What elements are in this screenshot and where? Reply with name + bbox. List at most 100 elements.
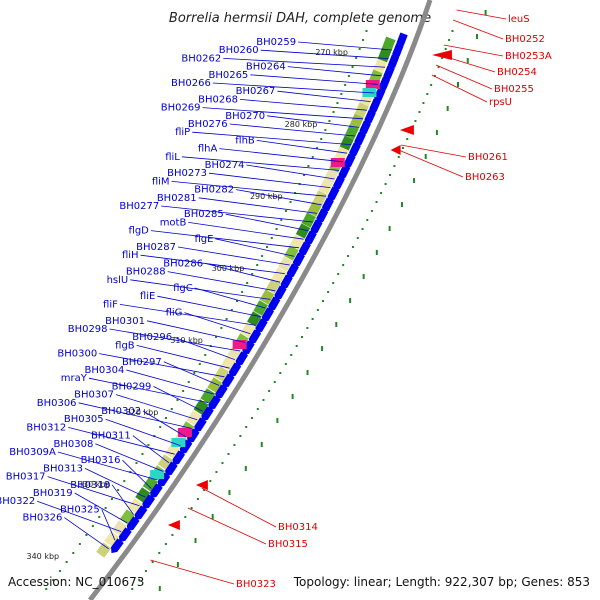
ruler-dot: [451, 30, 454, 32]
ruler-dot: [144, 570, 147, 572]
ruler-dot: [110, 498, 113, 500]
ruler-dot: [171, 534, 174, 536]
label-connector: [146, 320, 246, 343]
gene-label-reverse: rpsU: [489, 97, 512, 108]
forward-gene-arrow: [378, 76, 391, 93]
forward-gene-arrow: [157, 472, 171, 488]
forward-gene-arrow: [228, 362, 242, 378]
forward-gene-arrow: [349, 142, 361, 158]
ruler-tick: [158, 586, 161, 591]
gene-category-block: [290, 234, 305, 250]
ruler-tick: [401, 202, 404, 207]
forward-gene-arrow: [383, 65, 395, 82]
ruler-dot: [336, 102, 339, 104]
gene-label-forward: fliH: [122, 250, 139, 261]
ruler-dot: [430, 84, 433, 86]
ruler-dot: [203, 489, 206, 491]
label-connector: [157, 295, 261, 317]
ruler-dot: [289, 201, 292, 203]
ruler-dot: [135, 462, 138, 464]
label-connector: [153, 386, 203, 412]
ruler-dot: [141, 453, 144, 455]
label-connector: [140, 254, 285, 274]
gene-label-forward: BH0313: [43, 463, 83, 474]
highlight-gene-block: [232, 340, 247, 349]
forward-gene-arrow: [369, 98, 381, 115]
label-connector: [95, 443, 164, 472]
gene-category-block: [284, 245, 299, 261]
gene-label-forward: mraY: [61, 373, 88, 384]
forward-gene-arrow: [235, 351, 248, 367]
ruler-dot: [262, 399, 265, 401]
ruler-dot: [151, 561, 154, 563]
gene-label-forward: BH0296: [132, 332, 172, 343]
label-connector: [109, 328, 241, 352]
ruler-dot: [444, 48, 447, 50]
gene-label-forward: BH0264: [246, 62, 286, 73]
gene-category-block: [186, 410, 202, 426]
gene-label-forward: BH0304: [84, 365, 124, 376]
ruler-dot: [328, 120, 331, 122]
forward-gene-arrow: [338, 164, 351, 180]
label-connector: [99, 353, 225, 378]
ruler-dot: [320, 138, 323, 140]
ruler-dot: [306, 327, 309, 329]
label-connector: [198, 197, 318, 214]
label-connector: [212, 82, 375, 94]
ruler-dot: [256, 264, 259, 266]
forward-gene-arrow: [208, 395, 221, 411]
ruler-dot: [402, 147, 405, 149]
gene-category-block: [240, 322, 256, 338]
forward-gene-arrow: [165, 461, 178, 477]
tick-label: 270 kbp: [315, 48, 348, 57]
gene-category-block: [344, 124, 359, 140]
ruler-dot: [366, 219, 369, 221]
tick-label: 320 kbp: [126, 408, 159, 417]
gene-label-forward: BH0299: [112, 381, 152, 392]
label-connector: [435, 64, 493, 90]
ruler-dot: [241, 291, 244, 293]
ruler-dot: [307, 165, 310, 167]
tick-label: 300 kbp: [212, 264, 245, 273]
ruler-dot: [170, 408, 173, 410]
ruler-dot: [225, 318, 228, 320]
ruler-dot: [265, 246, 268, 248]
ruler-dot: [117, 489, 120, 491]
label-connector: [256, 140, 348, 154]
ruler-dot: [245, 426, 248, 428]
ruler-dot: [322, 300, 324, 302]
gene-label-reverse: BH0254: [497, 67, 537, 78]
label-connector: [194, 287, 266, 309]
ruler-dot: [261, 255, 264, 257]
forward-gene-arrow: [150, 483, 163, 499]
ruler-dot: [221, 462, 224, 464]
gene-category-block: [373, 58, 388, 74]
ruler-dot: [227, 453, 230, 455]
label-connector: [400, 144, 467, 158]
ruler-dot: [393, 165, 396, 167]
ruler-dot: [176, 399, 179, 401]
ruler-dot: [131, 588, 134, 590]
genome-backbone: [88, 0, 433, 600]
ruler-dot: [295, 345, 298, 347]
ruler-dot: [220, 327, 223, 329]
ruler-dot: [284, 363, 287, 365]
label-connector: [229, 123, 356, 137]
label-connector: [88, 377, 209, 403]
forward-gene-arrow: [364, 109, 377, 126]
gene-label-forward: BH0259: [256, 37, 296, 48]
gene-label-forward: BH0268: [198, 94, 238, 105]
gene-label-reverse: leuS: [508, 14, 530, 25]
ruler-tick: [362, 274, 365, 279]
ruler-dot: [448, 39, 451, 41]
ruler-tick: [484, 10, 487, 15]
gene-label-reverse: BH0315: [268, 539, 308, 550]
gene-category-block: [312, 190, 328, 206]
ruler-dot: [164, 543, 167, 545]
ruler-tick: [466, 58, 469, 63]
ruler-dot: [311, 156, 314, 158]
ruler-dot: [236, 300, 238, 302]
gene-label-forward: BH0308: [54, 439, 94, 450]
ruler-dot: [397, 156, 400, 158]
gene-label-forward: BH0318: [70, 480, 110, 491]
